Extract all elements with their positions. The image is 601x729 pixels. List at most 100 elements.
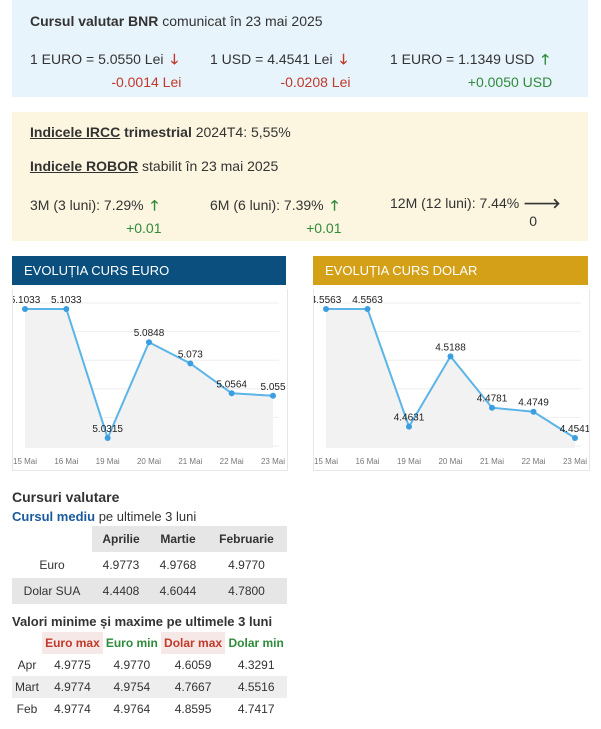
- data-label: 4.4541: [560, 424, 589, 435]
- x-tick-label: 20 Mai: [137, 457, 161, 466]
- table-cell: 4.4408: [102, 584, 140, 598]
- robor-link[interactable]: Indicele ROBOR: [30, 158, 139, 174]
- chart-area: [326, 309, 575, 448]
- table-cell: 4.7800: [228, 584, 265, 598]
- table-cell: 4.9773: [102, 558, 140, 572]
- table-row: Dolar SUA 4.4408 4.6044 4.7800: [12, 578, 287, 604]
- ircc-period-type: trimestrial: [124, 124, 192, 140]
- data-point: [63, 306, 70, 312]
- data-label: 5.0564: [216, 379, 247, 390]
- robor-label: 6M (6 luni): 7.39%: [210, 197, 324, 213]
- x-tick-label: 15 Mai: [13, 457, 37, 466]
- arrow-up-icon: 🡑: [330, 197, 339, 213]
- row-label: Apr: [17, 658, 37, 672]
- data-point: [406, 423, 412, 430]
- table-cell: 4.3291: [237, 658, 275, 672]
- indices-panel: Indicele IRCC trimestrial 2024T4: 5,55% …: [12, 112, 588, 241]
- table-cell: 4.9754: [102, 676, 161, 698]
- avg-rates-table: Aprilie Martie Februarie Euro 4.9773 4.9…: [12, 526, 287, 604]
- bnr-rates-panel: Cursul valutar BNR comunicat în 23 mai 2…: [12, 0, 588, 97]
- col-header: Euro max: [42, 632, 103, 654]
- rate-label: 1 USD = 4.4541 Lei: [210, 51, 333, 67]
- arrow-up-icon: 🡑: [541, 51, 549, 67]
- x-tick-label: 23 Mai: [261, 457, 285, 466]
- data-label: 4.4631: [394, 413, 425, 424]
- minmax-table: Euro max Euro min Dolar max Dolar min Ap…: [12, 632, 287, 720]
- data-label: 4.4781: [477, 394, 508, 405]
- data-label: 5.0848: [134, 328, 165, 339]
- euro-chart-header[interactable]: EVOLUȚIA CURS EURO: [12, 256, 286, 285]
- euro-chart: 5.1033 15 Mai 5.1033 16 Mai 5.0315 19 Mai 5.08…: [10, 289, 288, 471]
- empty-header-cell: [12, 526, 92, 552]
- cursuri-subtitle: Cursul mediu pe ultimele 3 luni: [12, 509, 196, 524]
- arrow-down-icon: 🡓: [170, 51, 179, 67]
- bnr-title-date: comunicat în 23 mai 2025: [162, 13, 323, 29]
- x-tick-label: 21 Mai: [178, 457, 202, 466]
- x-tick-label: 20 Mai: [438, 457, 462, 466]
- table-row: Euro 4.9773 4.9768 4.9770: [12, 552, 287, 578]
- row-label: Dolar SUA: [23, 584, 81, 598]
- table-row: Mart 4.9774 4.9754 4.7667 4.5516: [12, 676, 287, 698]
- bnr-title: Cursul valutar BNR comunicat în 23 mai 2…: [30, 13, 323, 29]
- euro-chart-svg: 5.1033 15 Mai 5.1033 16 Mai 5.0315 19 Mai 5.08…: [10, 295, 286, 466]
- x-tick-label: 22 Mai: [220, 457, 244, 466]
- cursuri-subtitle-bold: Cursul mediu: [12, 509, 96, 524]
- ircc-value: 2024T4: 5,55%: [195, 124, 291, 140]
- rate-delta: -0.0208 Lei: [280, 74, 351, 90]
- x-tick-label: 23 Mai: [563, 457, 587, 466]
- rate-delta: -0.0014 Lei: [111, 74, 182, 90]
- data-label: 5.055: [260, 382, 285, 393]
- rate-eur-ron: 1 EURO = 5.0550 Lei 🡓 -0.0014 Lei: [30, 49, 181, 90]
- table-header-row: Aprilie Martie Februarie: [12, 526, 287, 552]
- robor-delta: 0: [529, 213, 538, 229]
- table-cell: 4.6044: [159, 584, 197, 598]
- data-point: [228, 390, 235, 397]
- data-point: [489, 404, 495, 411]
- empty-header-cell: [12, 632, 42, 654]
- chart-area: [25, 309, 273, 448]
- robor-delta: +0.01: [126, 220, 162, 236]
- col-header: Dolar max: [160, 632, 226, 654]
- data-point: [364, 306, 371, 312]
- rate-usd-ron: 1 USD = 4.4541 Lei 🡓 -0.0208 Lei: [210, 49, 350, 90]
- robor-line: Indicele ROBOR stabilit în 23 mai 2025: [30, 158, 278, 174]
- robor-3m: 3M (3 luni): 7.29% 🡑 +0.01: [30, 195, 162, 236]
- dolar-chart-header[interactable]: EVOLUȚIA CURS DOLAR: [313, 256, 588, 285]
- table-cell: 4.9775: [54, 658, 91, 672]
- arrow-up-icon: 🡑: [150, 197, 159, 213]
- data-label: 4.5563: [314, 295, 342, 306]
- arrow-right-icon: 🡒: [523, 195, 561, 212]
- row-label: Feb: [16, 702, 38, 716]
- table-row: Apr 4.9775 4.9770 4.6059 4.3291: [12, 654, 287, 676]
- table-cell: 4.7667: [160, 676, 226, 698]
- robor-12m: 12M (12 luni): 7.44% 🡒 0: [390, 195, 561, 229]
- table-cell: 4.9770: [113, 658, 151, 672]
- robor-6m: 6M (6 luni): 7.39% 🡑 +0.01: [210, 195, 342, 236]
- rate-label: 1 EURO = 5.0550 Lei: [30, 51, 164, 67]
- table-cell: 4.7417: [237, 702, 275, 716]
- robor-date: stabilit în 23 mai 2025: [142, 158, 279, 174]
- data-point: [447, 353, 454, 360]
- ircc-link[interactable]: Indicele IRCC: [30, 124, 121, 140]
- data-label: 4.5188: [435, 342, 466, 353]
- table-cell: 4.9774: [54, 702, 91, 716]
- table-cell: 4.8595: [174, 702, 212, 716]
- data-point: [323, 306, 329, 312]
- col-header: Martie: [150, 526, 206, 552]
- rate-delta: +0.0050 USD: [467, 74, 553, 90]
- data-point: [530, 408, 537, 415]
- x-tick-label: 15 Mai: [314, 457, 338, 466]
- row-label: Euro: [39, 558, 65, 572]
- x-tick-label: 16 Mai: [54, 457, 78, 466]
- dolar-chart: 4.5563 15 Mai 4.5563 16 Mai 4.4631 19 Mai 4.51…: [311, 289, 591, 471]
- minmax-title: Valori minime și maxime pe ultimele 3 lu…: [12, 614, 273, 629]
- x-tick-label: 22 Mai: [521, 457, 545, 466]
- row-label: Mart: [12, 676, 42, 698]
- rate-eur-usd: 1 EURO = 1.1349 USD 🡑 +0.0050 USD: [390, 49, 552, 90]
- col-header: Aprilie: [92, 526, 150, 552]
- robor-delta: +0.01: [306, 220, 342, 236]
- col-header: Februarie: [206, 526, 287, 552]
- x-tick-label: 21 Mai: [480, 457, 504, 466]
- table-cell: 4.5516: [225, 676, 287, 698]
- robor-label: 3M (3 luni): 7.29%: [30, 197, 144, 213]
